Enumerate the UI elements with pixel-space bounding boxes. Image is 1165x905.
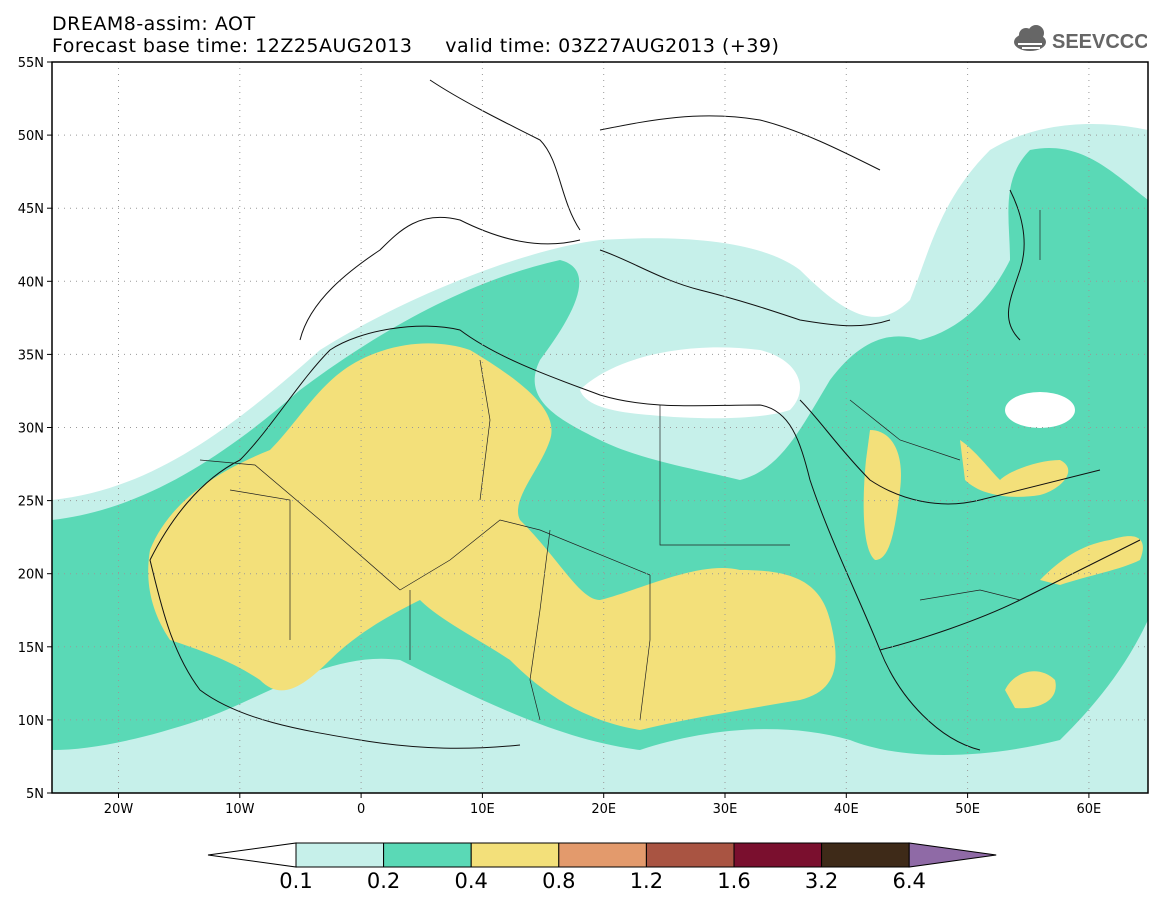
colorbar-swatch — [295, 842, 385, 868]
logo-text: SEEVCCC — [1052, 31, 1147, 53]
aot-band-0.4-0.8-somalia — [1005, 671, 1056, 709]
map-title: DREAM8-assim: AOT — [52, 13, 256, 35]
colorbar-swatch — [733, 842, 823, 868]
country-borders — [199, 210, 1041, 721]
colorbar-swatch — [558, 842, 647, 868]
lat-label: 30N — [18, 422, 44, 437]
aot-band-0.4-0.8-oman — [1040, 536, 1143, 585]
lon-label: 50E — [955, 802, 980, 817]
colorbar-label: 3.2 — [805, 869, 838, 893]
aot-band-0.4-0.8 — [148, 343, 836, 730]
colorbar-swatch — [383, 842, 472, 868]
lat-label: 45N — [18, 202, 44, 217]
clean-air-iran — [1005, 392, 1075, 428]
colorbar-arrow-high — [908, 842, 997, 868]
lat-label: 40N — [18, 275, 44, 290]
colorbar-label: 0.8 — [542, 869, 575, 893]
colorbar-label: 0.4 — [454, 869, 487, 893]
valid-time: valid time: 03Z27AUG2013 (+39) — [445, 35, 780, 57]
lat-label: 55N — [18, 56, 44, 71]
lat-label: 35N — [18, 348, 44, 363]
longitude-labels: 20W 10W 0 10E 20E 30E 40E 50E 60E — [104, 793, 1101, 817]
coastlines — [149, 79, 1141, 751]
lat-label: 25N — [18, 495, 44, 510]
lon-label: 60E — [1077, 802, 1102, 817]
lat-label: 5N — [26, 787, 44, 802]
lon-label: 20E — [591, 802, 616, 817]
cloud-icon — [1014, 25, 1046, 51]
latitude-labels: 55N 50N 45N 40N 35N 30N 25N 20N 15N 10N 5N — [18, 56, 52, 802]
aot-map: 55N 50N 45N 40N 35N 30N 25N 20N 15N 10N 5N 20W 10W 0… — [18, 56, 1149, 817]
base-time: Forecast base time: 12Z25AUG2013 — [52, 35, 413, 57]
lat-label: 15N — [18, 641, 44, 656]
colorbar-arrow-low — [207, 842, 297, 868]
colorbar-swatch — [470, 842, 560, 868]
aot-band-0.4-0.8-gulf — [960, 440, 1069, 497]
colorbar-swatch — [821, 842, 910, 868]
lon-label: 40E — [834, 802, 859, 817]
colorbar-label: 1.6 — [717, 869, 750, 893]
clean-air-libya — [580, 347, 800, 419]
lon-label: 0 — [357, 802, 365, 817]
colorbar-label: 0.1 — [279, 869, 312, 893]
lon-label: 10E — [470, 802, 495, 817]
lon-label: 30E — [713, 802, 738, 817]
lat-label: 20N — [18, 568, 44, 583]
lat-label: 50N — [18, 129, 44, 144]
colorbar-label: 6.4 — [892, 869, 925, 893]
forecast-times: Forecast base time: 12Z25AUG2013 valid t… — [52, 36, 779, 56]
colorbar-swatch — [645, 842, 735, 868]
colorbar-label: 1.2 — [630, 869, 663, 893]
lon-label: 20W — [104, 802, 134, 817]
lat-label: 10N — [18, 714, 44, 729]
colorbar-label: 0.2 — [367, 869, 400, 893]
aot-band-0.4-0.8-arabia — [863, 430, 901, 560]
seevccc-logo: SEEVCCC — [1014, 25, 1147, 53]
lon-label: 10W — [225, 802, 255, 817]
